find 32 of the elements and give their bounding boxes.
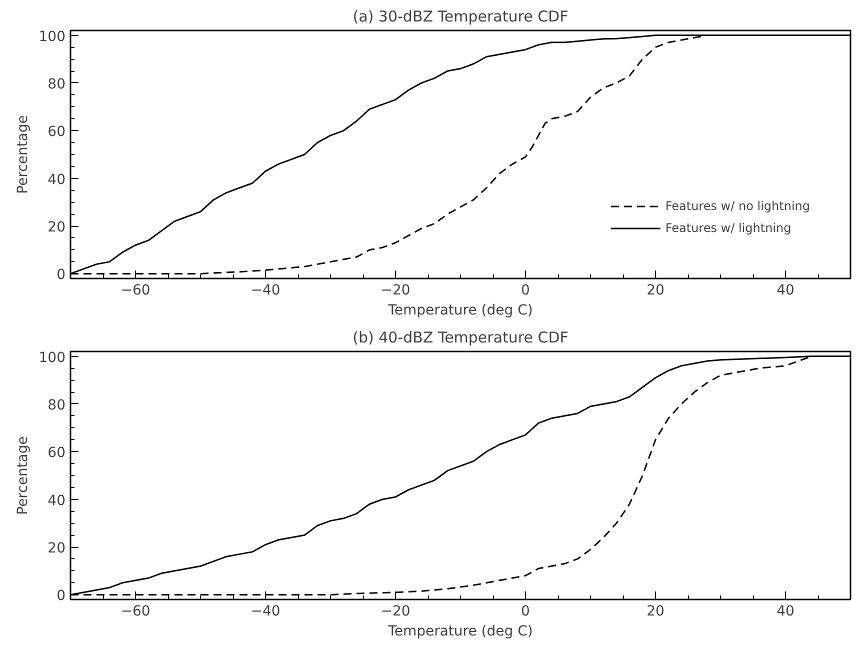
y-tick-label: 40 bbox=[48, 492, 66, 509]
x-tick-label: 20 bbox=[646, 604, 664, 620]
x-tick-label: −20 bbox=[380, 282, 410, 298]
x-axis-title: Temperature (deg C) bbox=[387, 302, 533, 318]
y-tick-label: 80 bbox=[48, 76, 66, 92]
y-tick-label: 20 bbox=[48, 220, 66, 236]
y-axis-title: Percentage bbox=[14, 436, 31, 515]
y-axis-title: Percentage bbox=[14, 115, 31, 194]
y-tick-label: 40 bbox=[48, 172, 66, 188]
x-tick-label: 40 bbox=[776, 604, 794, 620]
x-axis-title: Temperature (deg C) bbox=[387, 624, 533, 640]
x-tick-label: 20 bbox=[646, 282, 664, 298]
x-tick-label: 40 bbox=[776, 282, 794, 298]
x-tick-label: −60 bbox=[120, 604, 150, 620]
x-tick-label: −40 bbox=[250, 282, 280, 298]
x-tick-label: −40 bbox=[250, 604, 280, 620]
y-tick-label: 80 bbox=[48, 397, 66, 414]
x-tick-label: −20 bbox=[380, 604, 410, 620]
legend-label: Features w/ lightning bbox=[665, 221, 792, 235]
y-tick-label: 100 bbox=[38, 28, 66, 45]
x-tick-label: −60 bbox=[120, 282, 150, 298]
y-tick-label: 0 bbox=[56, 588, 66, 604]
chart-title: (a) 30-dBZ Temperature CDF bbox=[352, 8, 568, 26]
x-tick-label: 0 bbox=[521, 604, 530, 620]
y-tick-label: 60 bbox=[48, 445, 66, 462]
x-tick-label: 0 bbox=[521, 282, 530, 298]
legend-label: Features w/ no lightning bbox=[665, 199, 810, 213]
y-tick-label: 100 bbox=[38, 350, 66, 366]
chart-title: (b) 40-dBZ Temperature CDF bbox=[352, 328, 568, 346]
y-tick-label: 20 bbox=[48, 540, 66, 557]
y-tick-label: 60 bbox=[48, 124, 66, 140]
y-tick-label: 0 bbox=[56, 267, 66, 284]
